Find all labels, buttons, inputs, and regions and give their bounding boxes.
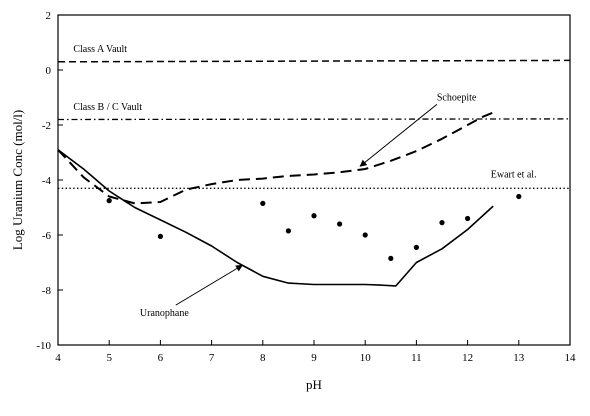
y-tick-label: 2 (46, 10, 52, 22)
series-line-uranophane (57, 149, 494, 287)
x-tick-label: 6 (158, 352, 164, 364)
data-point (465, 215, 471, 222)
data-point (516, 193, 522, 200)
y-tick-label: -8 (42, 285, 52, 297)
series-line-class-a-vault (57, 59, 571, 63)
y-tick-label: -6 (42, 230, 52, 242)
annotation-schoepite: Schoepite (437, 92, 477, 103)
x-tick-label: 8 (260, 352, 266, 364)
y-axis-title: Log Uranium Conc (mol/l) (10, 110, 25, 250)
x-tick-label: 11 (411, 352, 422, 364)
x-tick-label: 9 (311, 352, 317, 364)
annotation-arrow (175, 264, 243, 306)
x-axis: 4 5 6 7 8 9 10 11 12 13 14 (55, 340, 576, 364)
x-tick-label: 7 (209, 352, 215, 364)
data-point (106, 198, 112, 204)
y-tick-label: 0 (46, 65, 52, 77)
data-points (106, 193, 522, 261)
data-point (362, 232, 368, 238)
data-point (157, 233, 163, 239)
series-line-schoepite (57, 111, 494, 205)
data-point (439, 220, 445, 226)
x-tick-label: 13 (513, 352, 525, 364)
x-tick-label: 12 (462, 352, 473, 364)
series-line-class-b-c-vault (57, 118, 571, 121)
x-tick-label: 10 (360, 352, 372, 364)
x-tick-label: 14 (565, 352, 577, 364)
x-tick-label: 4 (55, 352, 61, 364)
data-point (285, 228, 291, 234)
data-point (260, 200, 266, 206)
y-tick-label: -10 (36, 340, 51, 352)
annotation-uranophane: Uranophane (140, 308, 189, 319)
y-tick-label: -2 (42, 120, 51, 132)
x-axis-title: pH (306, 377, 322, 392)
data-point (388, 255, 394, 261)
data-point (337, 221, 343, 227)
y-axis: -10 -8 -6 -4 -2 0 2 (36, 10, 63, 352)
data-point (413, 244, 419, 250)
annotation-arrow (359, 103, 438, 167)
annotation-class-a-vault: Class A Vault (73, 44, 127, 55)
annotation-class-b-c-vault: Class B / C Vault (73, 102, 142, 113)
y-tick-label: -4 (42, 175, 52, 187)
series-layer (57, 59, 571, 287)
annotation-ewart-et-al: Ewart et al. (491, 169, 537, 180)
data-point (311, 213, 317, 219)
annotations: Class A Vault Class B / C Vault Schoepite E… (73, 44, 536, 319)
x-tick-label: 5 (106, 352, 112, 364)
